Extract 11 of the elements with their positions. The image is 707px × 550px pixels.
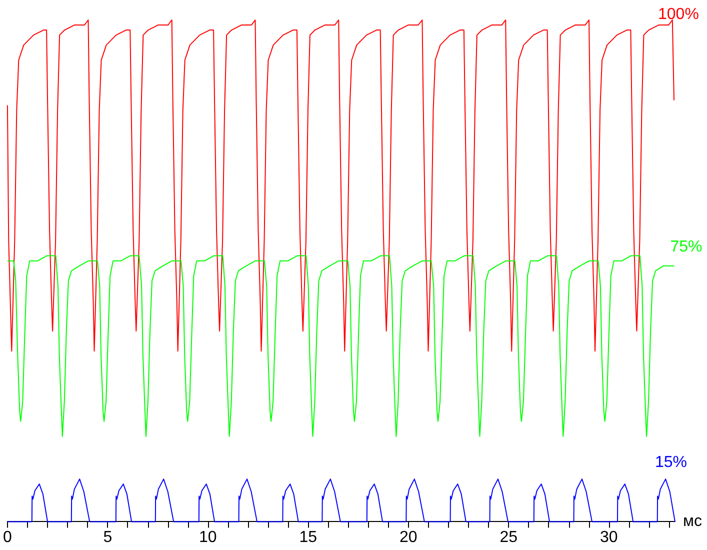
x-tick-label: 30 [600,529,618,546]
series-label: 15% [655,454,688,472]
x-tick-label: 5 [103,529,112,546]
x-tick-label: 10 [199,529,217,546]
x-tick-label: 0 [2,529,12,546]
x-axis-title: мс [683,513,702,530]
x-tick-label: 25 [500,529,518,546]
series-label: 100% [658,6,699,23]
x-tick-label: 15 [299,529,318,546]
x-tick-label: 20 [399,529,418,546]
series-label: 75% [670,238,702,256]
